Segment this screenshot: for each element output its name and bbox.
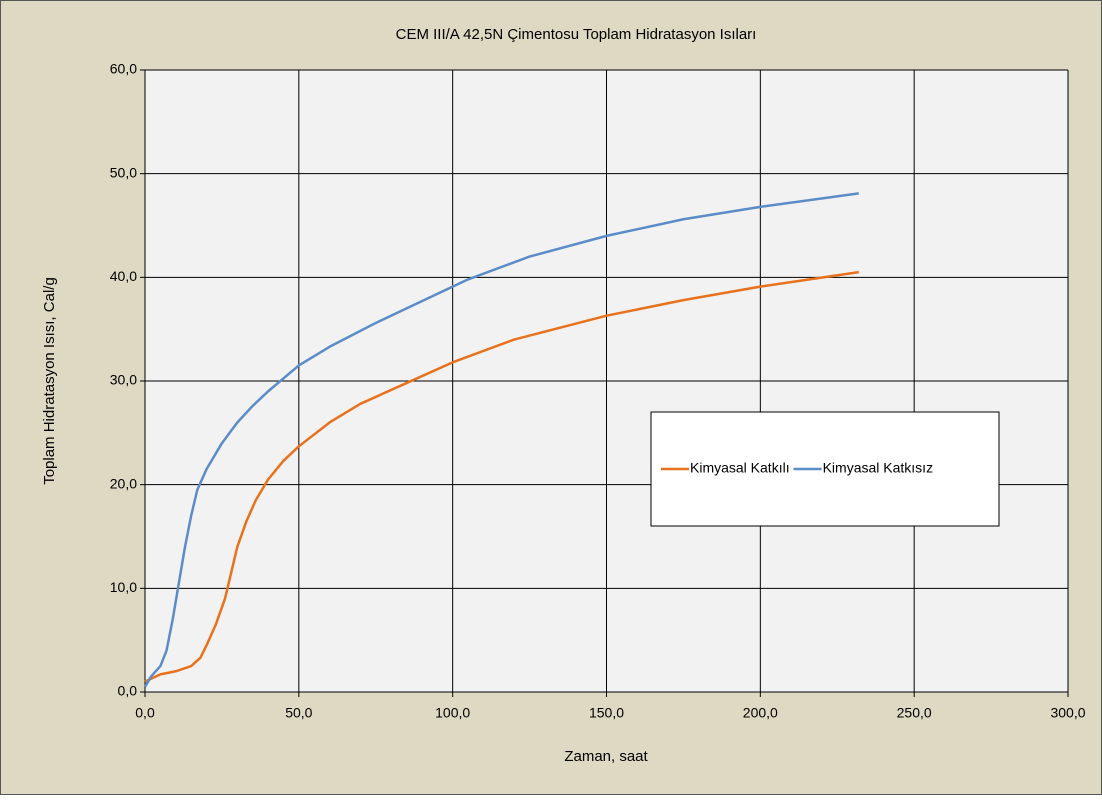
legend	[650, 411, 1000, 527]
x-tick-label: 200,0	[743, 705, 778, 721]
legend-label: Kimyasal Katkısız	[823, 460, 933, 476]
chart-title: CEM III/A 42,5N Çimentosu Toplam Hidrata…	[396, 26, 757, 43]
legend-label: Kimyasal Katkılı	[690, 460, 790, 476]
y-tick-label: 60,0	[110, 61, 137, 77]
x-tick-label: 150,0	[589, 705, 624, 721]
y-axis-label: Toplam Hidratasyon Isısı, Cal/g	[41, 277, 58, 485]
x-tick-label: 0,0	[135, 705, 155, 721]
x-tick-label: 250,0	[897, 705, 932, 721]
x-tick-label: 50,0	[285, 705, 312, 721]
y-tick-label: 50,0	[110, 164, 137, 180]
series-line	[144, 270, 859, 683]
y-tick-label: 10,0	[110, 579, 137, 595]
y-tick-label: 30,0	[110, 372, 137, 388]
y-tick-label: 20,0	[110, 475, 137, 491]
y-tick-label: 0,0	[118, 683, 138, 699]
x-tick-label: 300,0	[1050, 705, 1085, 721]
x-tick-label: 100,0	[435, 705, 470, 721]
series-line	[143, 192, 859, 688]
x-axis-label: Zaman, saat	[564, 748, 648, 765]
y-tick-label: 40,0	[110, 268, 137, 284]
